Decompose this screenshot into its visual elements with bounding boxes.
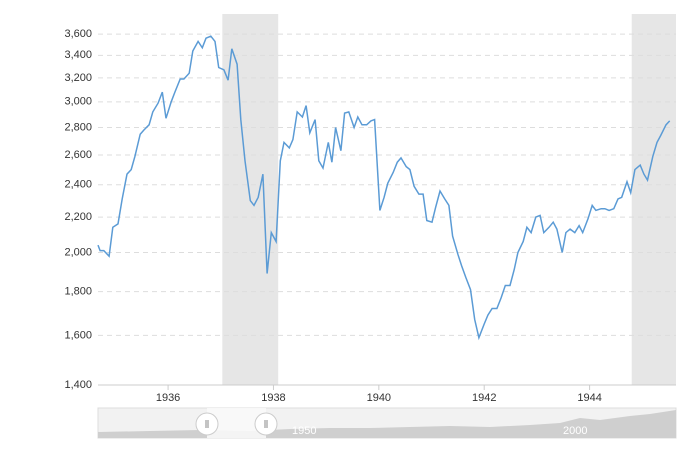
navigator-label: 1950: [292, 425, 316, 437]
y-tick-label: 2,600: [64, 149, 92, 161]
line: [97, 35, 671, 341]
y-tick-label: 1,600: [64, 329, 92, 341]
navigator: 1950 2000: [97, 407, 677, 439]
plot: 1,400 1,600 1,800 2,000 2,200 2,400 2,600 2,800…: [64, 14, 676, 404]
y-tick-label: 1,800: [64, 286, 92, 298]
y-tick-label: 3,000: [64, 96, 92, 108]
y-tick-label: 2,800: [64, 121, 92, 133]
shaded-period: [631, 14, 676, 385]
y-tick-label: 1,400: [64, 379, 92, 391]
y-tick-label: 2,000: [64, 246, 92, 258]
navigator-label: 2000: [563, 425, 587, 437]
x-tick-label: 1944: [577, 392, 601, 404]
y-tick-label: 3,200: [64, 72, 92, 84]
y-tick-label: 3,600: [64, 28, 92, 40]
x-tick-label: 1942: [472, 392, 496, 404]
y-tick-label: 2,400: [64, 179, 92, 191]
x-tick-label: 1936: [156, 392, 180, 404]
x-tick-label: 1938: [261, 392, 285, 404]
x-tick-label: 1940: [367, 392, 391, 404]
y-tick-label: 3,400: [64, 49, 92, 61]
navigator-handle[interactable]: [195, 412, 219, 436]
y-tick-label: 2,200: [64, 211, 92, 223]
navigator-handle[interactable]: [254, 412, 278, 436]
